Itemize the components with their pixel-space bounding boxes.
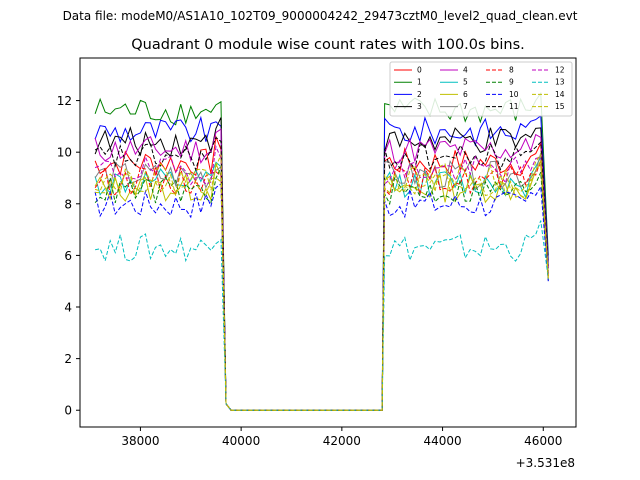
legend-label-5: 5	[463, 78, 468, 87]
legend-label-3: 3	[417, 102, 422, 111]
y-tick-label: 0	[64, 404, 72, 418]
legend-label-4: 4	[463, 66, 468, 75]
legend-label-13: 13	[555, 78, 565, 87]
series-line-15	[94, 153, 549, 411]
x-tick-label: 46000	[524, 434, 562, 448]
plot-frame	[79, 57, 577, 428]
legend-label-15: 15	[555, 102, 565, 111]
chart-title: Quadrant 0 module wise count rates with …	[131, 37, 525, 53]
series-line-13	[95, 220, 549, 411]
legend-label-2: 2	[417, 90, 422, 99]
legend-label-6: 6	[463, 90, 468, 99]
figure-suptitle: Data file: modeM0/AS1A10_102T09_90000042…	[63, 9, 578, 23]
x-tick-label: 44000	[423, 434, 461, 448]
x-tick-label: 38000	[121, 434, 159, 448]
y-tick-label: 6	[64, 249, 72, 263]
legend-label-11: 11	[509, 102, 519, 111]
series-lines	[94, 91, 549, 411]
axes: 38000 40000 42000 44000 46000 0 2 4 6 8 10 12	[57, 94, 563, 448]
y-tick-label: 4	[64, 301, 72, 315]
x-tick-label: 42000	[323, 434, 361, 448]
legend-label-12: 12	[555, 66, 565, 75]
y-tick-label: 8	[64, 197, 72, 211]
legend-label-0: 0	[417, 66, 422, 75]
y-tick-label: 12	[57, 94, 72, 108]
x-tick-label: 40000	[222, 434, 260, 448]
x-offset-label: +3.531e8	[516, 456, 575, 470]
legend-label-1: 1	[417, 78, 422, 87]
plot-area	[80, 58, 576, 427]
y-tick-label: 10	[57, 146, 72, 160]
legend-box	[389, 61, 573, 117]
legend-label-8: 8	[509, 66, 514, 75]
legend-label-7: 7	[463, 102, 468, 111]
legend-label-9: 9	[509, 78, 514, 87]
y-tick-label: 2	[64, 352, 72, 366]
legend-label-10: 10	[509, 90, 519, 99]
legend-label-14: 14	[555, 90, 565, 99]
